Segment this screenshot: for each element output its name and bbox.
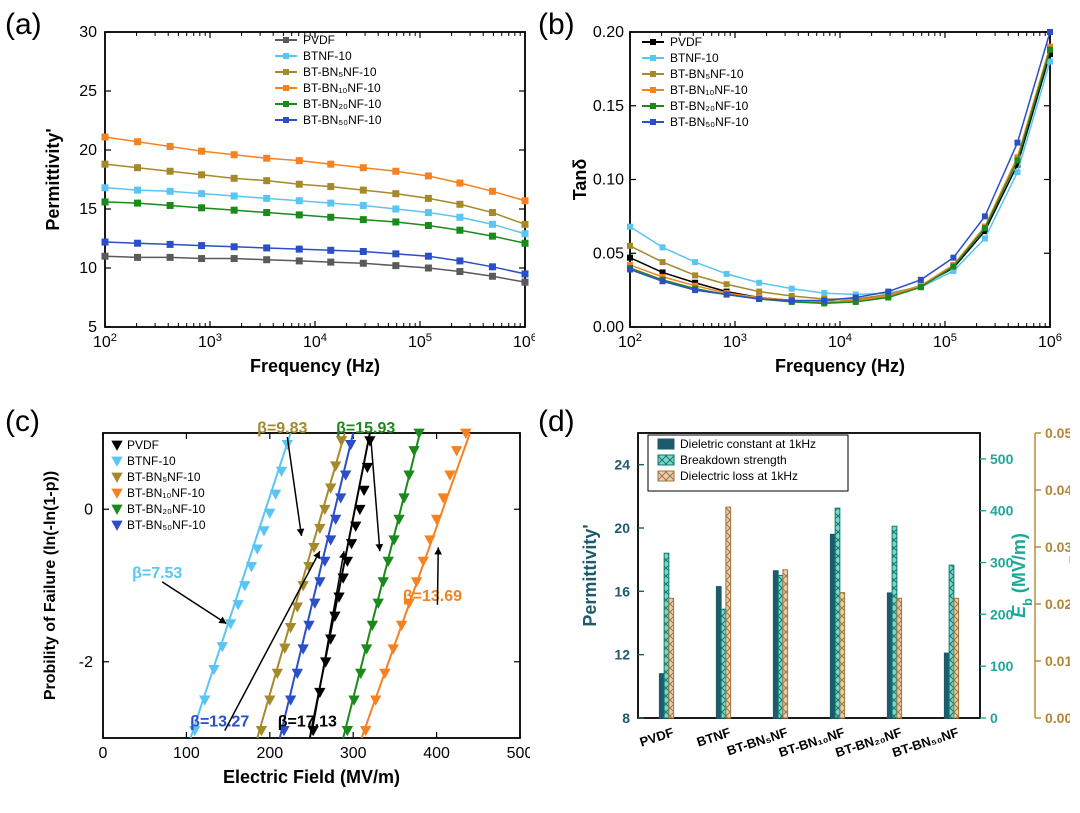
svg-text:Frequency (Hz): Frequency (Hz) — [775, 356, 905, 376]
svg-text:16: 16 — [614, 583, 630, 599]
svg-text:0: 0 — [99, 745, 108, 762]
svg-text:Electric Field (MV/m): Electric Field (MV/m) — [223, 767, 400, 787]
svg-text:Permittivity': Permittivity' — [580, 524, 600, 626]
svg-text:104: 104 — [828, 332, 852, 351]
svg-text:BT-BN₁₀NF-10: BT-BN₁₀NF-10 — [303, 81, 381, 95]
svg-text:0.05: 0.05 — [593, 245, 624, 262]
svg-text:0: 0 — [84, 501, 93, 518]
svg-text:100: 100 — [990, 658, 1014, 674]
svg-text:Tanδ: Tanδ — [1067, 555, 1070, 597]
svg-text:PVDF: PVDF — [127, 438, 159, 452]
chart-a: 51015202530102103104105106Frequency (Hz)… — [35, 12, 535, 392]
svg-text:105: 105 — [933, 332, 957, 351]
svg-text:106: 106 — [513, 332, 535, 351]
svg-text:500: 500 — [990, 451, 1014, 467]
svg-text:BT-BN₅₀NF-10: BT-BN₅₀NF-10 — [127, 518, 206, 532]
svg-text:BT-BN₅₀NF-10: BT-BN₅₀NF-10 — [303, 113, 382, 127]
svg-text:PVDF: PVDF — [638, 725, 676, 750]
svg-text:12: 12 — [614, 647, 630, 663]
svg-text:Breakdown strength: Breakdown strength — [680, 453, 787, 467]
svg-text:20: 20 — [614, 520, 630, 536]
chart-d: 81216202401002003004005000.000.010.020.0… — [570, 408, 1070, 803]
svg-text:104: 104 — [303, 332, 327, 351]
svg-text:PVDF: PVDF — [670, 35, 702, 49]
svg-text:BT-BN₁₀NF-10: BT-BN₁₀NF-10 — [127, 486, 205, 500]
svg-text:0.05: 0.05 — [1045, 425, 1070, 441]
svg-text:Eb (MV/m): Eb (MV/m) — [1009, 533, 1035, 618]
svg-text:0.03: 0.03 — [1045, 539, 1070, 555]
svg-text:102: 102 — [93, 332, 117, 351]
svg-text:10: 10 — [79, 260, 97, 277]
svg-text:102: 102 — [618, 332, 642, 351]
svg-text:Frequency (Hz): Frequency (Hz) — [250, 356, 380, 376]
svg-text:Dieletric constant at 1kHz: Dieletric constant at 1kHz — [680, 437, 816, 451]
svg-text:Dielectric loss at 1kHz: Dielectric loss at 1kHz — [680, 469, 798, 483]
svg-text:300: 300 — [340, 745, 367, 762]
chart-b: 0.000.050.100.150.20102103104105106Frequ… — [570, 12, 1070, 392]
svg-text:β=17.13: β=17.13 — [278, 714, 337, 731]
svg-text:24: 24 — [614, 457, 630, 473]
svg-text:BT-BN₅₀NF: BT-BN₅₀NF — [890, 725, 960, 761]
svg-text:100: 100 — [173, 745, 200, 762]
svg-text:20: 20 — [79, 142, 97, 159]
svg-text:103: 103 — [198, 332, 222, 351]
svg-text:8: 8 — [622, 710, 630, 726]
svg-text:BT-BN₅NF-10: BT-BN₅NF-10 — [670, 67, 744, 81]
svg-text:0.10: 0.10 — [593, 172, 624, 189]
svg-text:Tanδ: Tanδ — [570, 159, 590, 201]
svg-text:BT-BN₁₀NF-10: BT-BN₁₀NF-10 — [670, 83, 748, 97]
svg-text:400: 400 — [423, 745, 450, 762]
svg-text:0.20: 0.20 — [593, 24, 624, 41]
svg-text:PVDF: PVDF — [303, 33, 335, 47]
svg-text:200: 200 — [256, 745, 283, 762]
svg-text:0.04: 0.04 — [1045, 482, 1070, 498]
svg-text:105: 105 — [408, 332, 432, 351]
svg-text:500: 500 — [507, 745, 530, 762]
svg-text:106: 106 — [1038, 332, 1062, 351]
svg-text:30: 30 — [79, 24, 97, 41]
svg-text:0.00: 0.00 — [1045, 710, 1070, 726]
svg-text:BTNF-10: BTNF-10 — [127, 454, 176, 468]
svg-text:0.02: 0.02 — [1045, 596, 1070, 612]
svg-text:BT-BN₅₀NF-10: BT-BN₅₀NF-10 — [670, 115, 749, 129]
svg-text:-2: -2 — [79, 654, 93, 671]
svg-text:BTNF-10: BTNF-10 — [303, 49, 352, 63]
svg-text:BT-BN₂₀NF-10: BT-BN₂₀NF-10 — [670, 99, 749, 113]
svg-text:25: 25 — [79, 83, 97, 100]
svg-text:BT-BN₂₀NF-10: BT-BN₂₀NF-10 — [127, 502, 206, 516]
svg-text:103: 103 — [723, 332, 747, 351]
svg-text:Permittivity': Permittivity' — [43, 128, 63, 230]
svg-text:BTNF-10: BTNF-10 — [670, 51, 719, 65]
svg-text:Probility of Failure (ln(-ln(1: Probility of Failure (ln(-ln(1-p)) — [42, 471, 59, 700]
figure: { "labels":{"a":"(a)","b":"(b)","c":"(c)… — [0, 0, 1080, 813]
svg-text:0.15: 0.15 — [593, 98, 624, 115]
svg-text:β=13.27: β=13.27 — [190, 714, 249, 731]
svg-text:β=15.93: β=15.93 — [336, 420, 395, 437]
chart-c: 0 100 200 300 400 500 -2 0 Electric Field (MV/m)… — [25, 408, 530, 803]
svg-text:400: 400 — [990, 503, 1014, 519]
svg-text:BT-BN₅NF-10: BT-BN₅NF-10 — [127, 470, 201, 484]
svg-text:15: 15 — [79, 201, 97, 218]
svg-text:0: 0 — [990, 710, 998, 726]
svg-text:0.01: 0.01 — [1045, 653, 1070, 669]
svg-text:β=13.69: β=13.69 — [403, 588, 462, 605]
svg-text:β=7.53: β=7.53 — [132, 565, 182, 582]
svg-text:β=9.83: β=9.83 — [257, 420, 307, 437]
svg-text:BT-BN₅NF-10: BT-BN₅NF-10 — [303, 65, 377, 79]
svg-text:BT-BN₂₀NF-10: BT-BN₂₀NF-10 — [303, 97, 382, 111]
